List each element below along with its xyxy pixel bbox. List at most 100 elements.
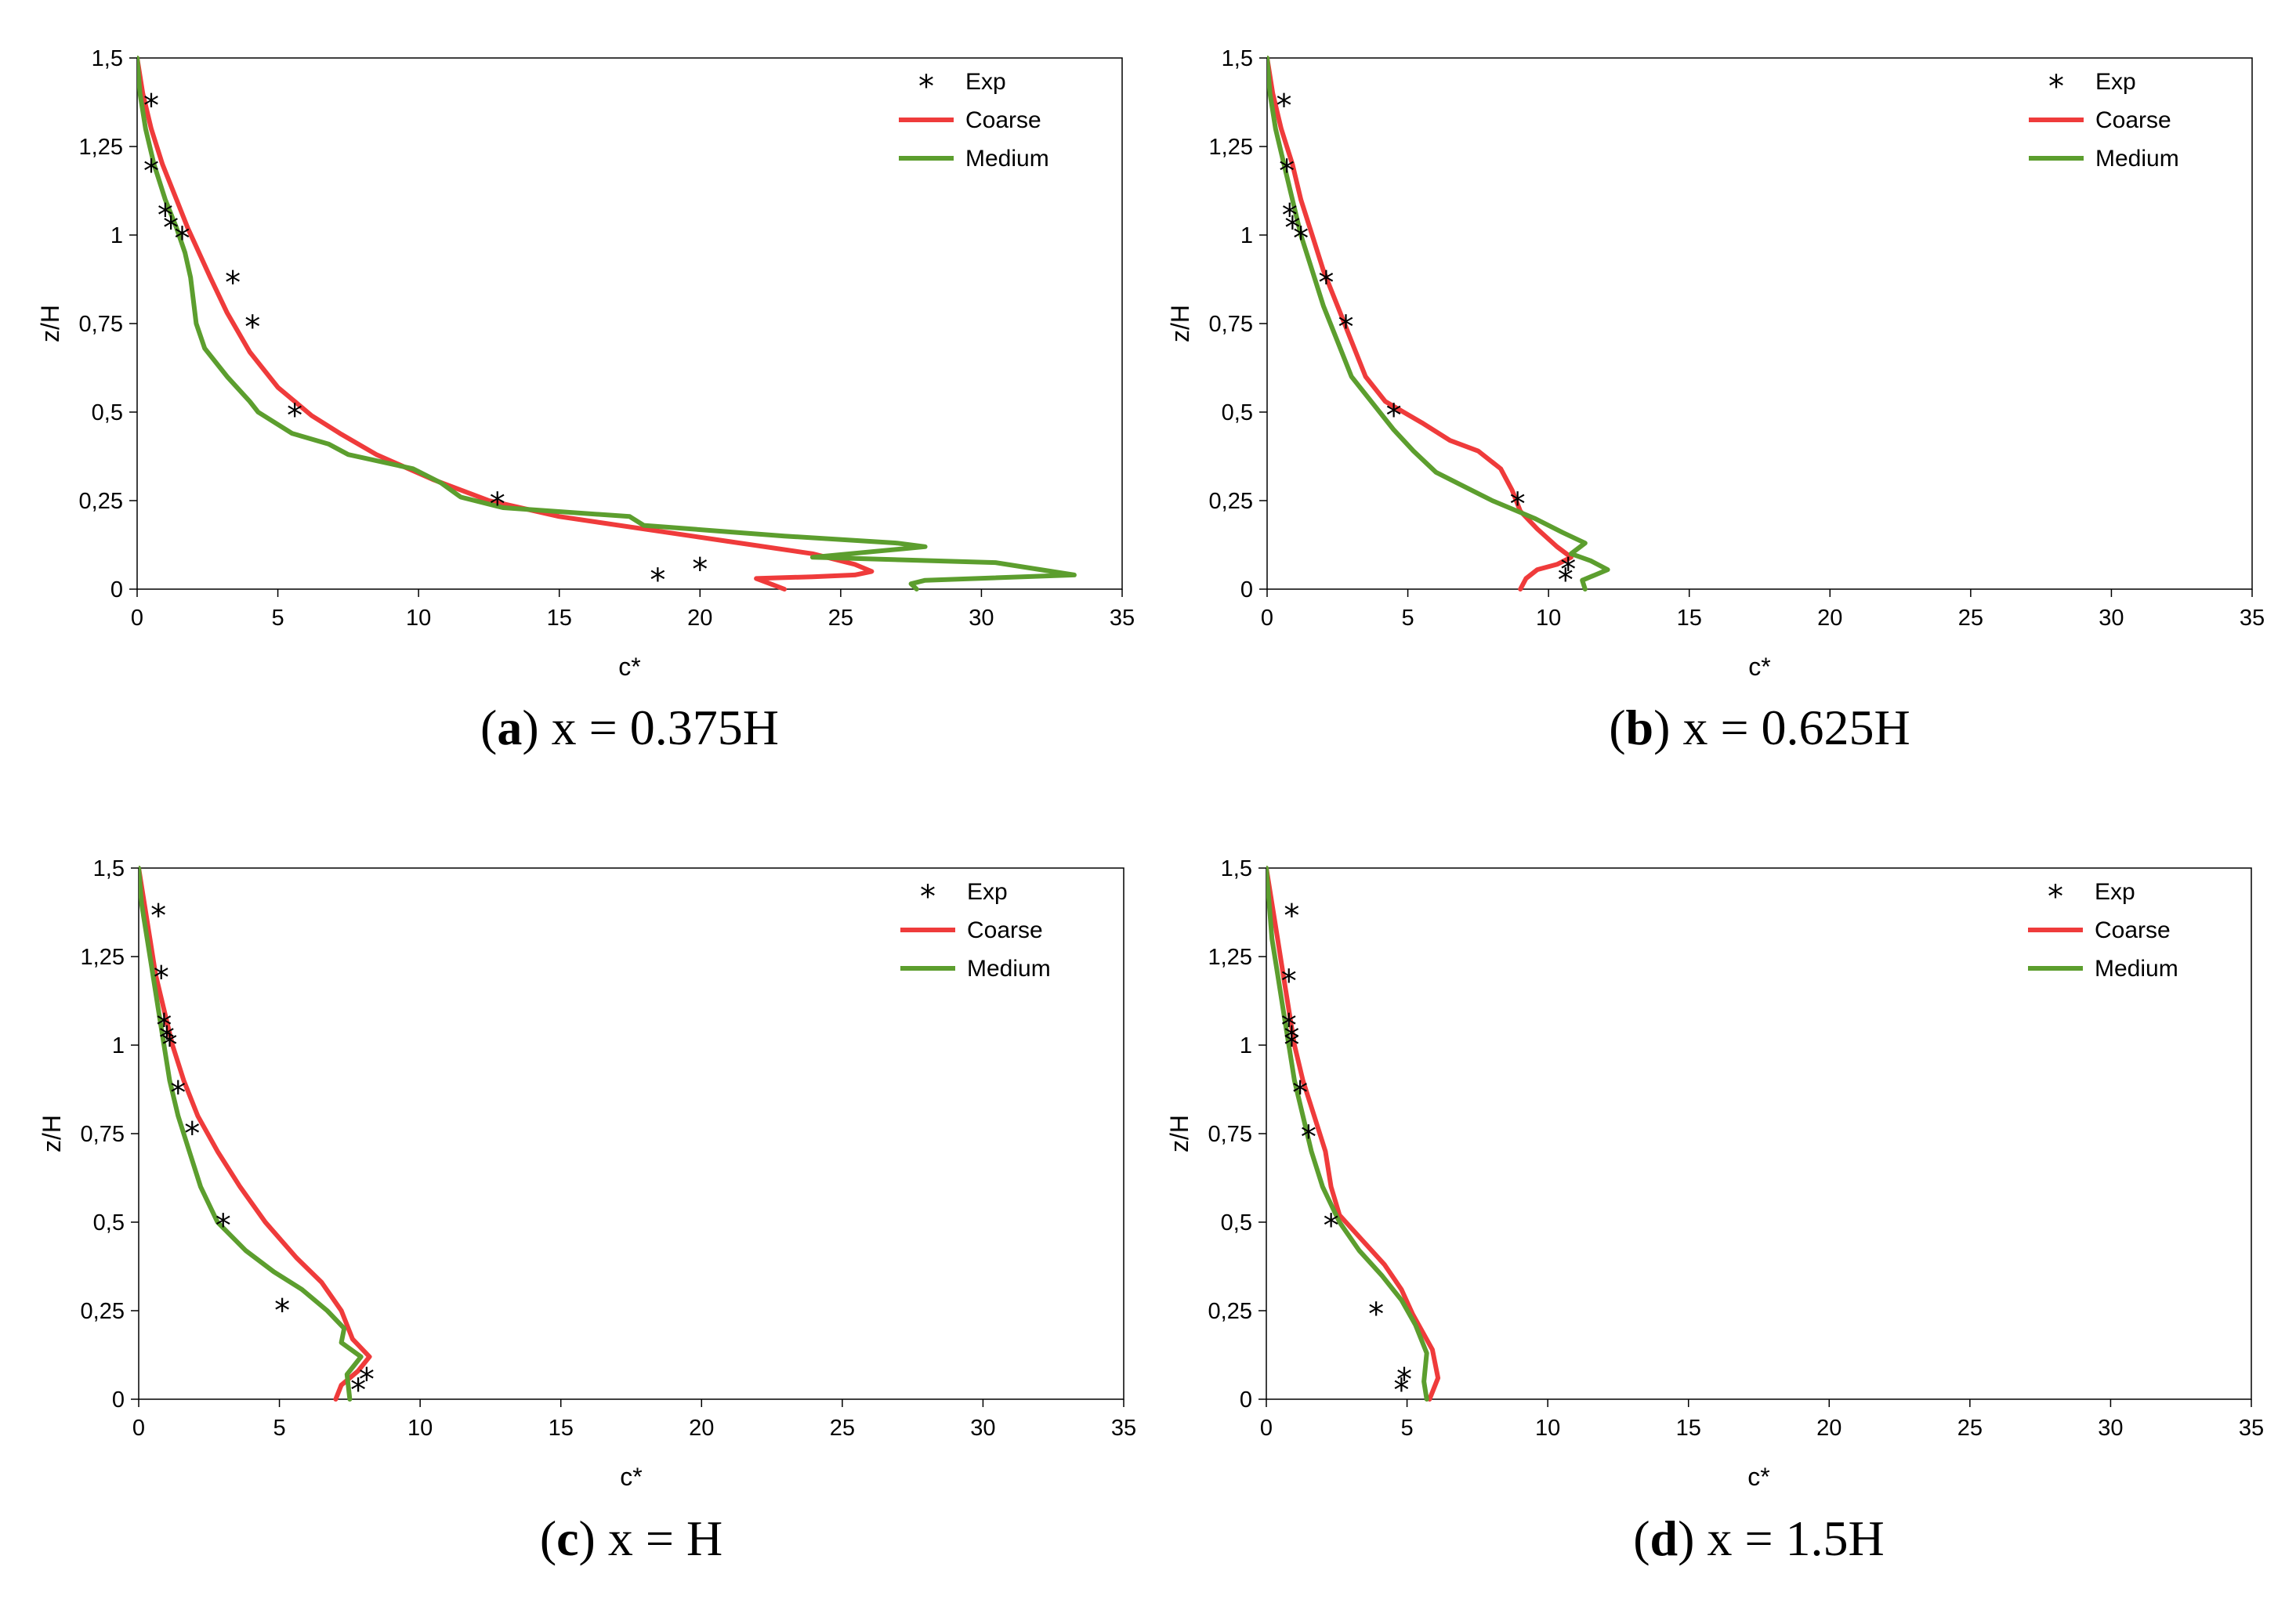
exp-data-point: *: [1281, 1008, 1297, 1044]
exp-data-point: *: [1301, 1120, 1316, 1156]
x-tick-label: 20: [1817, 606, 1842, 631]
exp-data-point: *: [1281, 964, 1297, 1000]
legend-label-exp: Exp: [967, 879, 1008, 905]
exp-data-point: *: [1284, 899, 1299, 935]
caption-d: (d) x = 1.5H: [1633, 1510, 1885, 1566]
exp-data-point: *: [1277, 89, 1292, 125]
exp-data-point: *: [159, 1020, 175, 1056]
legend-label-medium: Medium: [967, 956, 1051, 982]
y-tick-label: 0,5: [1222, 400, 1253, 425]
x-tick-label: 0: [132, 1416, 145, 1441]
x-tick-label: 0: [131, 606, 143, 631]
x-axis-label: c*: [1748, 653, 1770, 681]
y-tick-label: 0,25: [81, 1299, 125, 1324]
caption-paren-close: ): [522, 700, 551, 755]
legend-marker-exp: *: [2048, 69, 2064, 105]
caption-a: (a) x = 0.375H: [480, 700, 779, 755]
exp-data-point: *: [1279, 154, 1295, 190]
series-line-coarse: [139, 866, 372, 1402]
plot-frame: [138, 867, 1124, 1400]
x-tick-label: 25: [1957, 1416, 1983, 1441]
x-tick-label: 5: [1402, 606, 1414, 631]
x-tick-label: 35: [2239, 1416, 2264, 1441]
y-tick-label: 0,75: [1208, 1122, 1252, 1147]
y-tick-label: 0,5: [1221, 1210, 1252, 1235]
exp-data-point: *: [150, 899, 166, 935]
legend-label-exp: Exp: [2095, 69, 2136, 95]
exp-data-point: *: [287, 398, 302, 434]
legend-marker-exp: *: [920, 879, 936, 915]
y-tick-label: 0,75: [81, 1122, 125, 1147]
caption-text: x = 1.5H: [1707, 1510, 1884, 1566]
caption-paren-open: (: [1633, 1510, 1650, 1566]
caption-paren-open: (: [1609, 700, 1625, 755]
x-tick-label: 35: [1111, 1416, 1136, 1441]
exp-data-point: *: [1324, 1208, 1339, 1244]
legend-marker-exp: *: [2048, 879, 2063, 915]
exp-data-point: *: [1318, 266, 1334, 302]
series-line-coarse: [1266, 866, 1441, 1402]
x-tick-label: 30: [2098, 1416, 2123, 1441]
exp-data-point: *: [244, 309, 260, 345]
x-axis-label: c*: [620, 1463, 642, 1491]
exp-data-point: *: [650, 563, 665, 599]
exp-data-point: *: [225, 266, 241, 302]
exp-data-point: *: [1510, 487, 1526, 523]
x-tick-label: 0: [1261, 606, 1273, 631]
y-axis-label: z/H: [1166, 305, 1194, 342]
plot-frame: [1266, 57, 2253, 590]
exp-data-point: *: [1558, 563, 1574, 599]
plot-frame: [136, 57, 1123, 590]
series-line-coarse: [1267, 56, 1574, 591]
series-line-medium: [1266, 866, 1429, 1402]
exp-data-point: *: [274, 1293, 290, 1329]
exp-data-point: *: [170, 1076, 186, 1112]
exp-data-point: *: [1560, 552, 1576, 588]
exp-data-point: *: [156, 1008, 172, 1044]
exp-data-point: *: [1292, 1076, 1308, 1112]
y-axis-label: z/H: [36, 305, 64, 342]
exp-data-point: *: [174, 221, 190, 257]
exp-data-point: *: [490, 487, 505, 523]
caption-letter: b: [1626, 700, 1654, 755]
y-tick-label: 1,5: [92, 46, 123, 71]
exp-data-point: *: [1284, 1020, 1299, 1056]
x-tick-label: 25: [1958, 606, 1983, 631]
chart-panel-c: 0 5 10 15 20 25 30 3500,250,50,7511,251,5c*z/H*…: [38, 856, 1136, 1566]
y-tick-label: 1,25: [79, 135, 123, 160]
legend-label-coarse: Coarse: [2095, 107, 2171, 133]
x-tick-label: 20: [1816, 1416, 1842, 1441]
x-tick-label: 35: [1110, 606, 1135, 631]
x-tick-label: 30: [2099, 606, 2124, 631]
exp-data-point: *: [184, 1116, 200, 1152]
y-tick-label: 0,75: [79, 312, 123, 337]
y-tick-label: 1: [112, 1033, 125, 1058]
x-tick-label: 30: [970, 1416, 995, 1441]
y-tick-label: 0,5: [92, 400, 123, 425]
exp-data-point: *: [692, 552, 708, 588]
exp-data-point: *: [162, 1027, 178, 1063]
x-tick-label: 15: [547, 606, 572, 631]
legend-label-coarse: Coarse: [965, 107, 1041, 133]
y-tick-label: 0: [1240, 577, 1253, 602]
legend-label-coarse: Coarse: [967, 917, 1043, 943]
x-tick-label: 15: [1677, 606, 1702, 631]
y-tick-label: 1,25: [1208, 945, 1252, 970]
legend-label-exp: Exp: [2095, 879, 2135, 905]
chart-panel-d: 0 5 10 15 20 25 30 35 0 0,25 0,5 0,75 1 1,25 1,5 c* z/H *…: [1165, 856, 2264, 1566]
y-tick-label: 1: [1240, 1033, 1252, 1058]
series-line-medium: [139, 866, 364, 1402]
y-tick-label: 1,25: [1209, 135, 1253, 160]
y-tick-label: 0,25: [79, 489, 123, 514]
y-tick-label: 1: [110, 223, 123, 248]
y-tick-label: 1,5: [1221, 856, 1252, 881]
caption-text: x = 0.625H: [1682, 700, 1910, 755]
y-tick-label: 0: [110, 577, 123, 602]
legend-label-medium: Medium: [965, 146, 1049, 172]
x-axis-label: c*: [1747, 1463, 1769, 1491]
x-tick-label: 15: [1676, 1416, 1701, 1441]
legend-label-exp: Exp: [965, 69, 1006, 95]
y-tick-label: 0,5: [93, 1210, 125, 1235]
x-axis-label: c*: [618, 653, 640, 681]
y-tick-label: 1: [1240, 223, 1253, 248]
